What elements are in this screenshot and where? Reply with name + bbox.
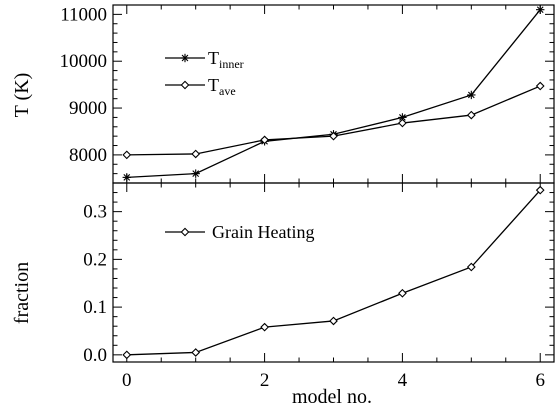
x-tick-label: 6 xyxy=(535,370,545,391)
bottom-series-0-diamond-point xyxy=(191,348,201,357)
legend-tinner-asterisk-marker xyxy=(180,53,190,63)
bottom-series-0-diamond-point xyxy=(260,322,269,332)
bottom-series-0-diamond-point xyxy=(398,288,407,298)
top-panel: 8000 9000 10000 11000 xyxy=(60,4,555,184)
legend-grain-heating-diamond-marker xyxy=(180,227,190,237)
legend-tinner-label: Tinner xyxy=(208,48,244,71)
top-series-0-asterisk-point xyxy=(536,5,545,14)
bottom-series-0-diamond-point xyxy=(122,350,132,360)
legend-tave-label: Tave xyxy=(208,75,236,98)
bottom-panel: 0.0 0.1 0.2 0.3 0 2 4 6 xyxy=(83,182,555,391)
top-series-0-asterisk-point-stroke xyxy=(192,170,200,177)
legend-diamond-marker xyxy=(180,227,190,237)
top-series-1-diamond-point xyxy=(398,118,407,128)
top-series-0-asterisk-point xyxy=(467,90,476,100)
top-series-1-diamond-point xyxy=(535,81,545,91)
bottom-y-axis-label: fraction xyxy=(11,262,33,324)
legend-grain-heating-label: Grain Heating xyxy=(212,222,314,242)
top-series-0-asterisk-point-stroke xyxy=(467,91,475,99)
top-y-tick-label: 11000 xyxy=(60,4,107,25)
top-series-1-diamond-point xyxy=(191,149,201,159)
top-legend: Tinner Tave xyxy=(165,48,244,98)
top-series-0-asterisk-point-stroke xyxy=(536,6,544,14)
bottom-series-0-diamond-point xyxy=(535,185,545,195)
top-y-axis-label: T (K) xyxy=(11,73,33,118)
top-series-0-line xyxy=(126,9,541,179)
bottom-y-tick-label: 0.0 xyxy=(83,345,107,366)
top-series-1-diamond-point xyxy=(466,110,476,120)
bottom-series-0-diamond-point xyxy=(329,316,338,326)
bottom-series-0-line xyxy=(126,189,541,356)
x-axis-label: model no. xyxy=(292,386,372,406)
legend-asterisk-marker xyxy=(180,53,190,63)
bottom-y-tick-label: 0.2 xyxy=(83,249,107,270)
top-series-0-asterisk-point xyxy=(191,169,200,178)
top-series-1-diamond-point xyxy=(329,131,338,141)
x-tick-label: 4 xyxy=(398,370,408,391)
x-tick-label: 2 xyxy=(260,370,270,391)
top-y-tick-label: 8000 xyxy=(69,145,107,166)
top-y-tick-label: 9000 xyxy=(69,98,107,119)
legend-diamond-marker xyxy=(180,80,190,90)
x-tick-label: 0 xyxy=(122,370,132,391)
top-series-1-line xyxy=(126,85,541,156)
bottom-y-tick-label: 0.1 xyxy=(83,297,107,318)
top-series-1-diamond-point xyxy=(260,135,269,145)
top-series-0-asterisk-point-stroke xyxy=(123,174,131,181)
top-plot-frame xyxy=(112,4,555,184)
bottom-legend: Grain Heating xyxy=(165,222,314,242)
top-y-tick-label: 10000 xyxy=(60,51,108,72)
bottom-plot-frame xyxy=(112,182,555,363)
bottom-y-tick-label: 0.3 xyxy=(83,202,107,223)
legend-asterisk-marker-stroke xyxy=(181,54,189,62)
top-series-0-asterisk-point-stroke xyxy=(399,114,406,121)
legend-tave-diamond-marker xyxy=(180,80,190,90)
bottom-series-0-diamond-point xyxy=(466,262,476,272)
top-series-0-asterisk-point xyxy=(122,173,131,182)
top-series-1-diamond-point xyxy=(122,150,132,160)
